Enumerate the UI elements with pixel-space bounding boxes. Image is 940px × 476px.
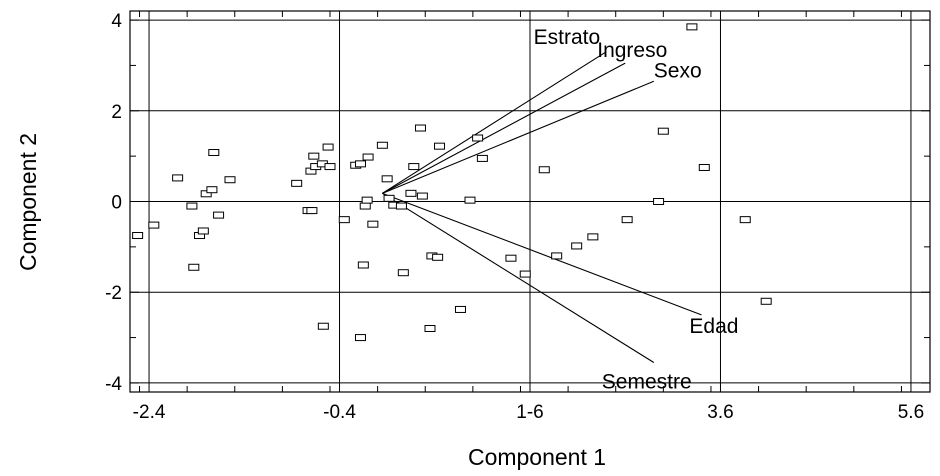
vector-sexo bbox=[382, 80, 655, 194]
x-tick-label: 1-6 bbox=[516, 402, 543, 423]
score-point bbox=[432, 253, 444, 261]
score-point bbox=[381, 175, 393, 183]
score-point bbox=[686, 23, 698, 31]
vector-semestre bbox=[382, 192, 655, 363]
vector-label-semestre: Semestre bbox=[602, 371, 692, 394]
score-point bbox=[359, 202, 371, 210]
score-point bbox=[476, 154, 488, 162]
x-axis-title: Component 1 bbox=[468, 444, 606, 470]
x-tick-label: 5.6 bbox=[898, 402, 924, 423]
score-point bbox=[383, 194, 395, 202]
score-point bbox=[132, 232, 144, 240]
score-point bbox=[519, 270, 531, 278]
x-tick-label: 3.6 bbox=[707, 402, 733, 423]
score-point bbox=[376, 141, 388, 149]
score-point bbox=[414, 124, 426, 132]
score-point bbox=[434, 142, 446, 150]
score-point bbox=[148, 221, 160, 229]
score-point bbox=[197, 227, 209, 235]
score-point bbox=[172, 174, 184, 182]
score-point bbox=[208, 149, 220, 157]
score-point bbox=[213, 211, 225, 219]
vector-label-ingreso: Ingreso bbox=[597, 39, 667, 62]
score-point bbox=[551, 252, 563, 260]
score-point bbox=[317, 322, 329, 330]
score-point bbox=[621, 216, 633, 224]
y-tick-label: -2 bbox=[105, 283, 122, 304]
vector-edad bbox=[382, 192, 702, 316]
vector-label-sexo: Sexo bbox=[654, 59, 702, 82]
score-point bbox=[206, 186, 218, 194]
vector-ingreso bbox=[382, 62, 626, 194]
score-point bbox=[357, 261, 369, 269]
y-tick-label: 4 bbox=[111, 11, 122, 32]
score-point bbox=[354, 160, 366, 168]
y-axis-title: Component 2 bbox=[15, 133, 41, 271]
vector-label-estrato: Estrato bbox=[534, 26, 601, 49]
score-point bbox=[571, 242, 583, 250]
score-point bbox=[291, 179, 303, 187]
score-point bbox=[424, 325, 436, 332]
vector-estrato bbox=[382, 51, 607, 194]
score-point bbox=[362, 153, 374, 161]
axis-ticks bbox=[130, 11, 930, 392]
x-tick-label: -2.4 bbox=[133, 402, 166, 423]
score-point bbox=[698, 163, 710, 171]
score-point bbox=[338, 216, 350, 224]
score-point bbox=[354, 334, 366, 342]
score-point bbox=[395, 202, 407, 210]
tick-labels: -2.4 -0.4 1-6 3.6 5.6 4 2 0 -2 -4 bbox=[105, 11, 924, 423]
score-point bbox=[416, 192, 428, 200]
score-point bbox=[188, 263, 200, 271]
score-point bbox=[472, 134, 484, 142]
score-point bbox=[397, 269, 409, 277]
grid-lines bbox=[130, 11, 930, 392]
score-point bbox=[306, 207, 318, 215]
score-point bbox=[464, 196, 476, 204]
score-point bbox=[408, 163, 420, 171]
score-point bbox=[405, 189, 417, 197]
score-points bbox=[132, 23, 772, 342]
score-point bbox=[200, 190, 212, 198]
score-point bbox=[538, 166, 550, 174]
vector-label-edad: Edad bbox=[689, 315, 738, 338]
x-tick-label: -0.4 bbox=[323, 402, 356, 423]
score-point bbox=[224, 176, 236, 184]
score-point bbox=[454, 305, 466, 313]
score-point bbox=[505, 254, 517, 262]
score-point bbox=[367, 220, 379, 228]
score-point bbox=[587, 233, 599, 241]
y-tick-label: 0 bbox=[111, 193, 122, 214]
score-point bbox=[186, 202, 198, 210]
score-point bbox=[308, 152, 320, 160]
score-point bbox=[324, 163, 336, 171]
score-point bbox=[739, 216, 751, 224]
y-tick-label: 2 bbox=[111, 102, 122, 123]
score-point bbox=[361, 196, 373, 204]
score-point bbox=[322, 143, 334, 151]
y-tick-label: -4 bbox=[105, 374, 122, 395]
score-point bbox=[653, 198, 665, 205]
score-point bbox=[760, 297, 772, 305]
score-point bbox=[657, 127, 669, 135]
